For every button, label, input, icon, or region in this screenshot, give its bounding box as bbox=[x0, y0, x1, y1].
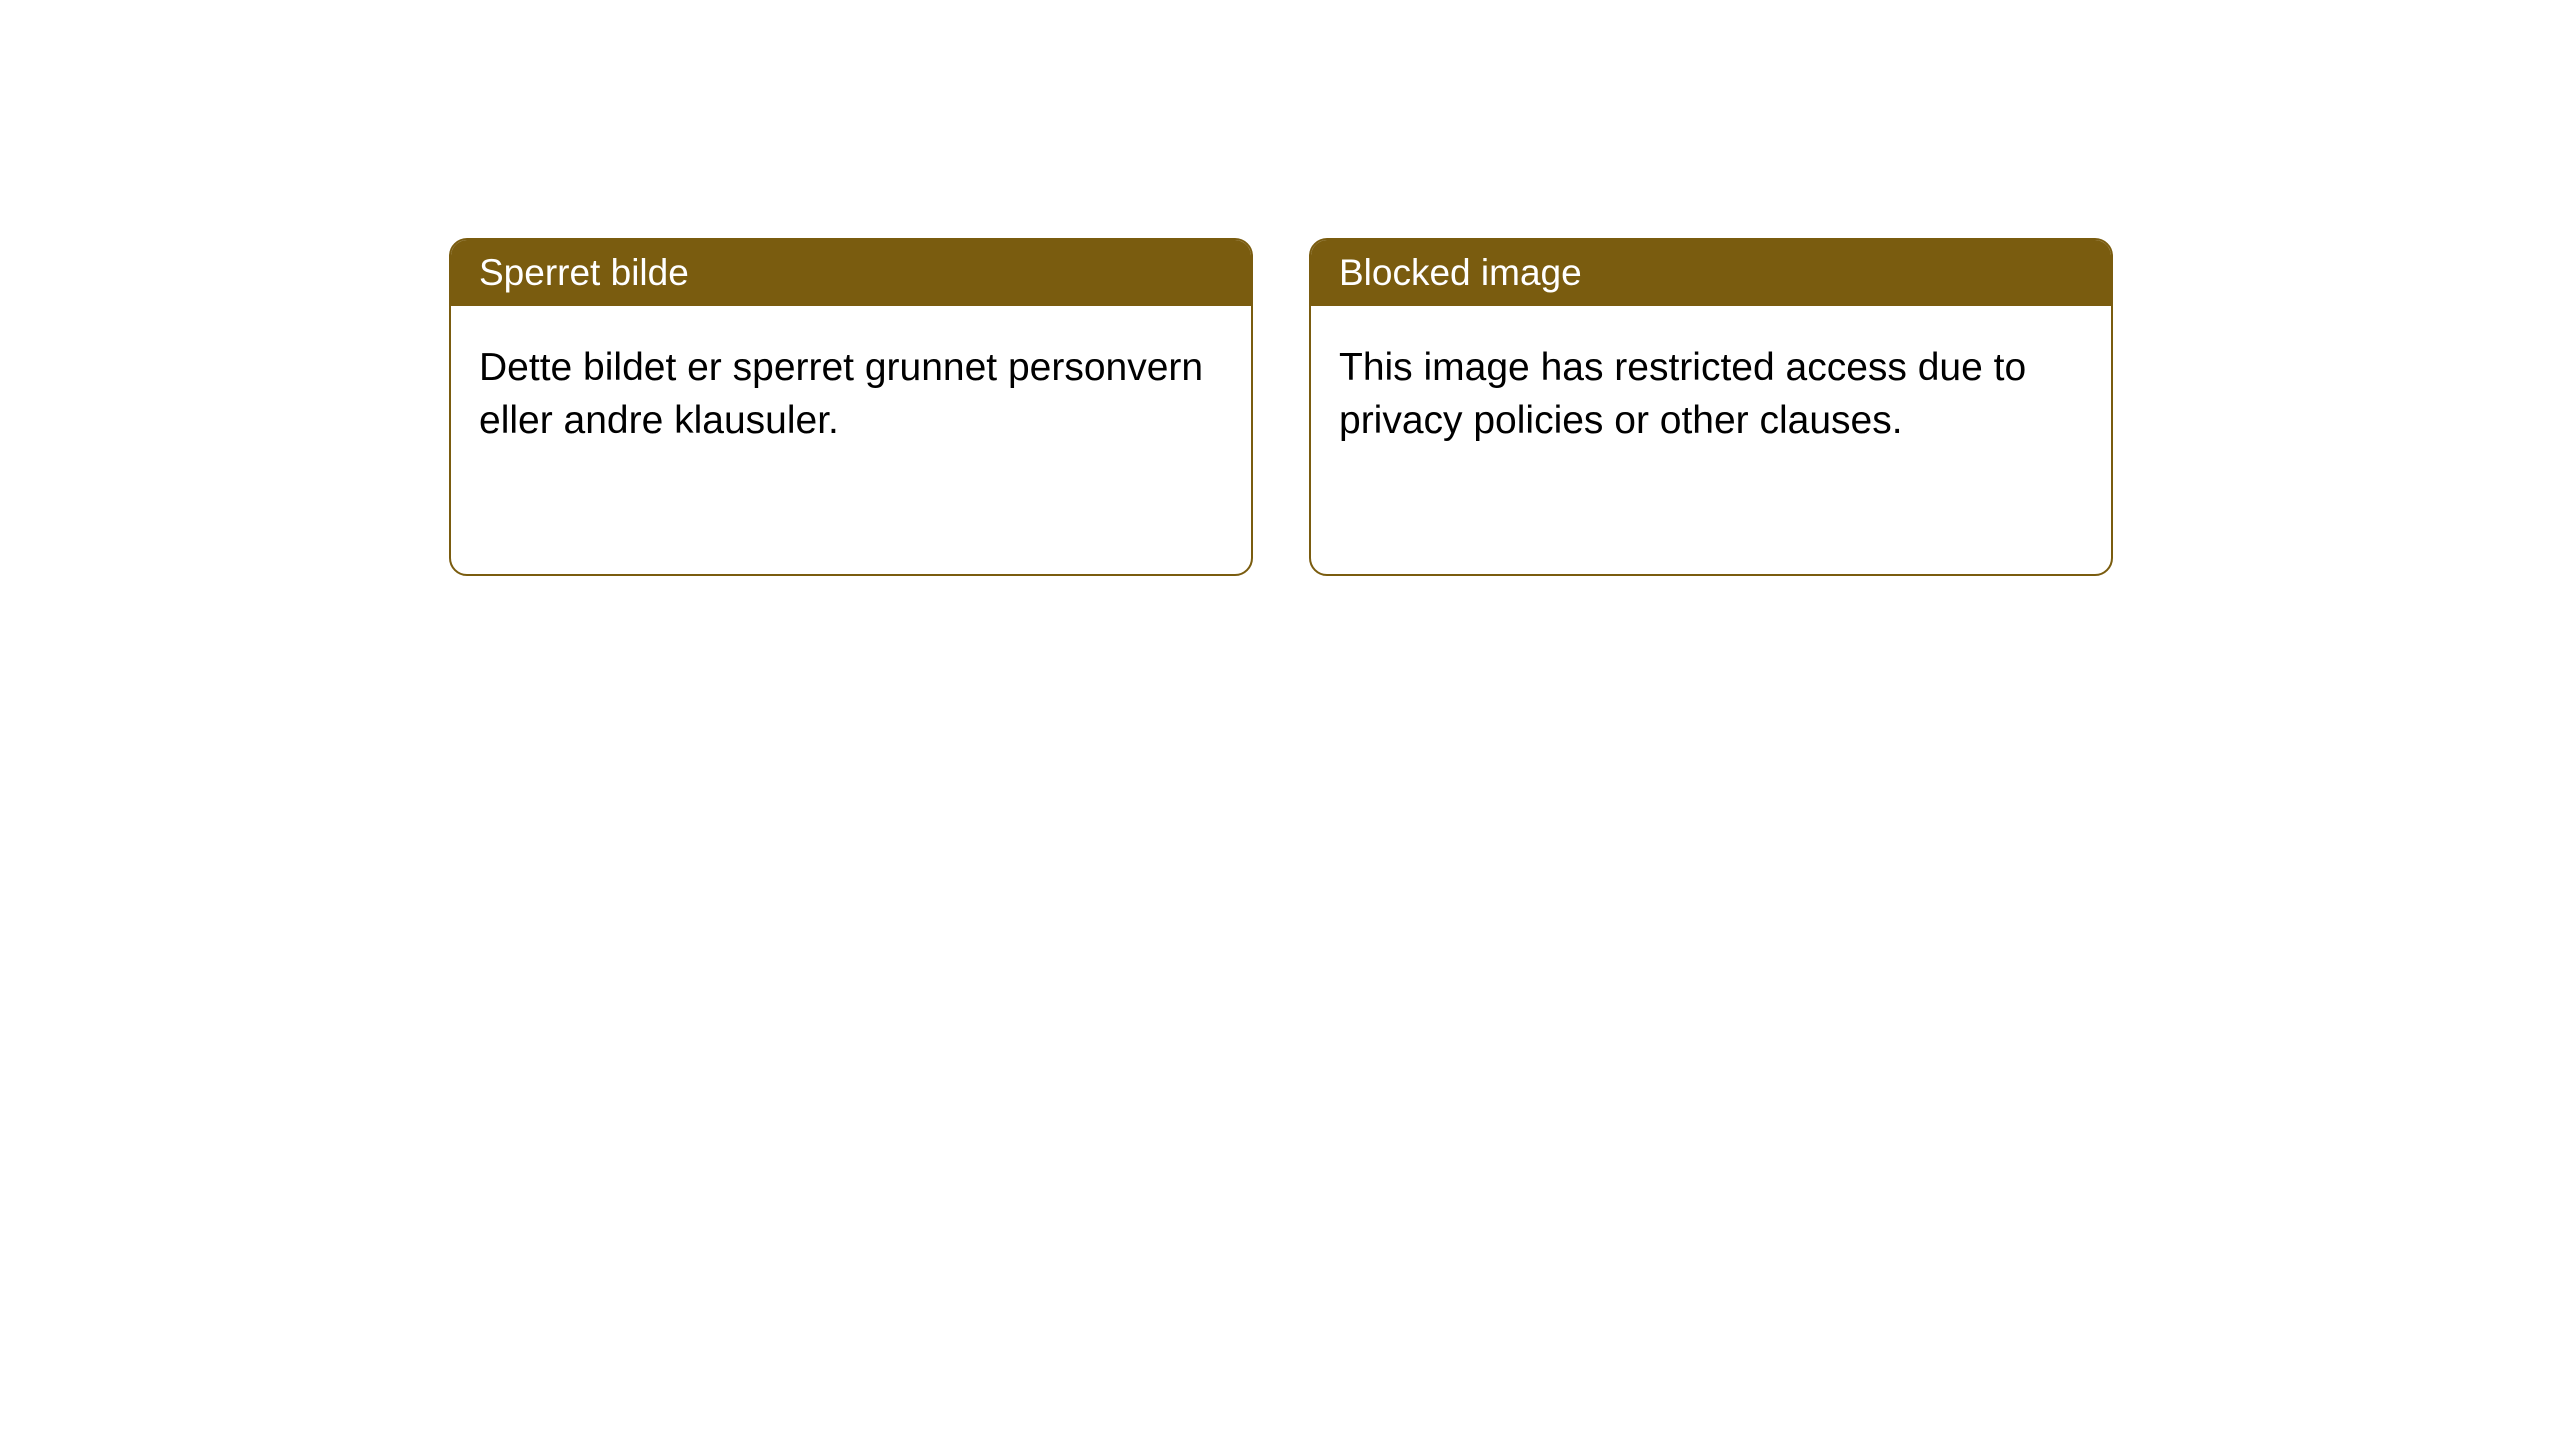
notice-card-norwegian: Sperret bilde Dette bildet er sperret gr… bbox=[449, 238, 1253, 576]
card-body: This image has restricted access due to … bbox=[1311, 306, 2111, 483]
notice-card-english: Blocked image This image has restricted … bbox=[1309, 238, 2113, 576]
card-title: Sperret bilde bbox=[479, 252, 689, 293]
card-message: Dette bildet er sperret grunnet personve… bbox=[479, 346, 1203, 442]
card-header: Sperret bilde bbox=[451, 240, 1251, 306]
card-message: This image has restricted access due to … bbox=[1339, 346, 2026, 442]
card-header: Blocked image bbox=[1311, 240, 2111, 306]
card-title: Blocked image bbox=[1339, 252, 1582, 293]
notice-cards-container: Sperret bilde Dette bildet er sperret gr… bbox=[449, 238, 2113, 576]
card-body: Dette bildet er sperret grunnet personve… bbox=[451, 306, 1251, 483]
